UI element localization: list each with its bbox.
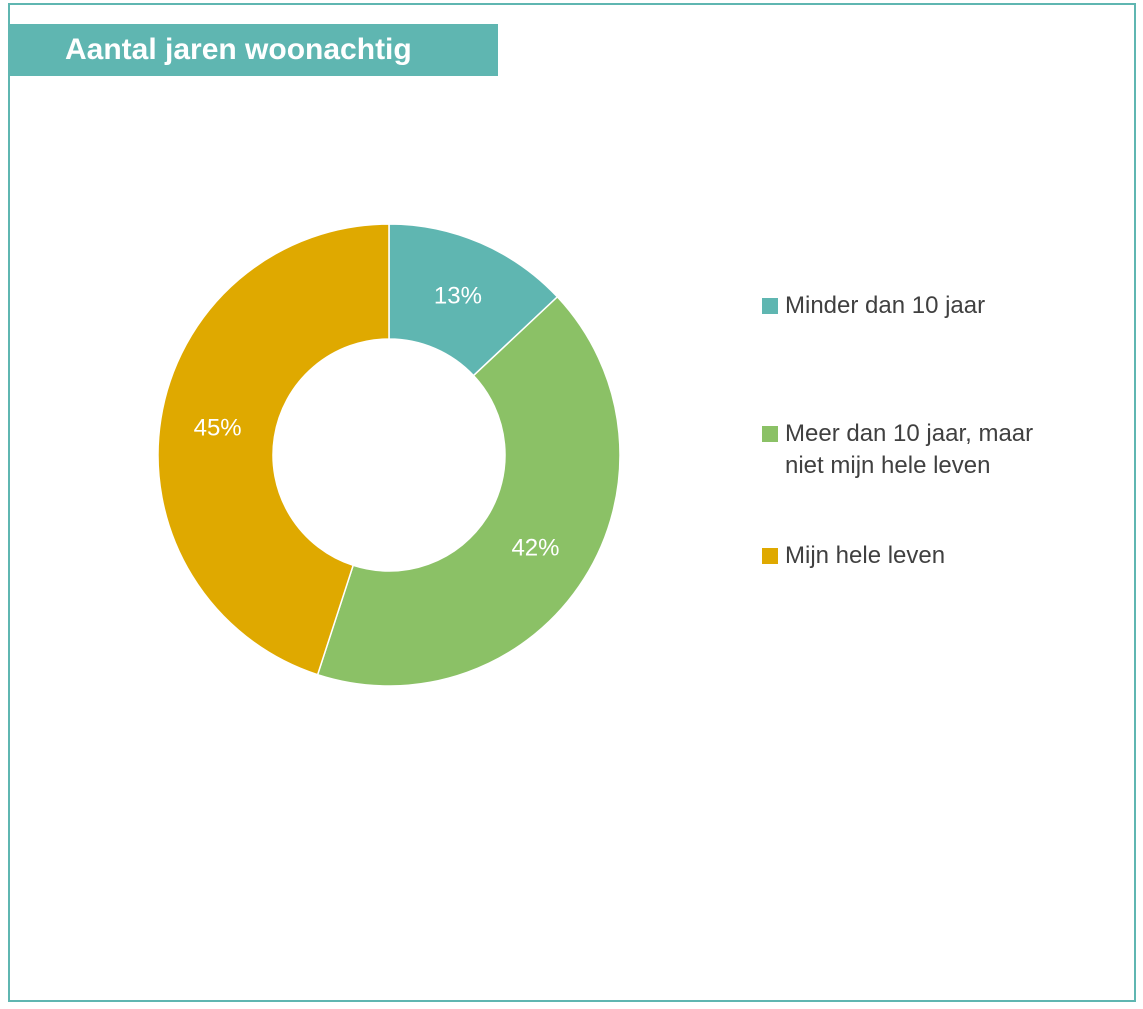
data-label-1: 42%	[511, 534, 559, 561]
chart-frame	[8, 3, 1136, 1002]
legend-item-minder-dan-10-jaar: Minder dan 10 jaar	[762, 290, 985, 322]
chart-title: Aantal jaren woonachtig	[8, 24, 498, 76]
legend-item-mijn-hele-leven: Mijn hele leven	[762, 540, 945, 572]
legend-swatch	[762, 548, 778, 564]
legend-item-meer-dan-10-jaar: Meer dan 10 jaar, maar niet mijn hele le…	[762, 418, 1033, 482]
data-label-2: 45%	[194, 414, 242, 441]
donut-slice-2	[157, 223, 390, 676]
legend-label: Minder dan 10 jaar	[785, 292, 986, 319]
data-label-0: 13%	[434, 282, 482, 309]
legend-label: Mijn hele leven	[785, 542, 946, 569]
legend-label: Meer dan 10 jaar, maar niet mijn hele le…	[785, 420, 1034, 479]
legend-swatch	[762, 298, 778, 314]
donut-slice-1	[316, 295, 621, 687]
legend-swatch	[762, 426, 778, 442]
